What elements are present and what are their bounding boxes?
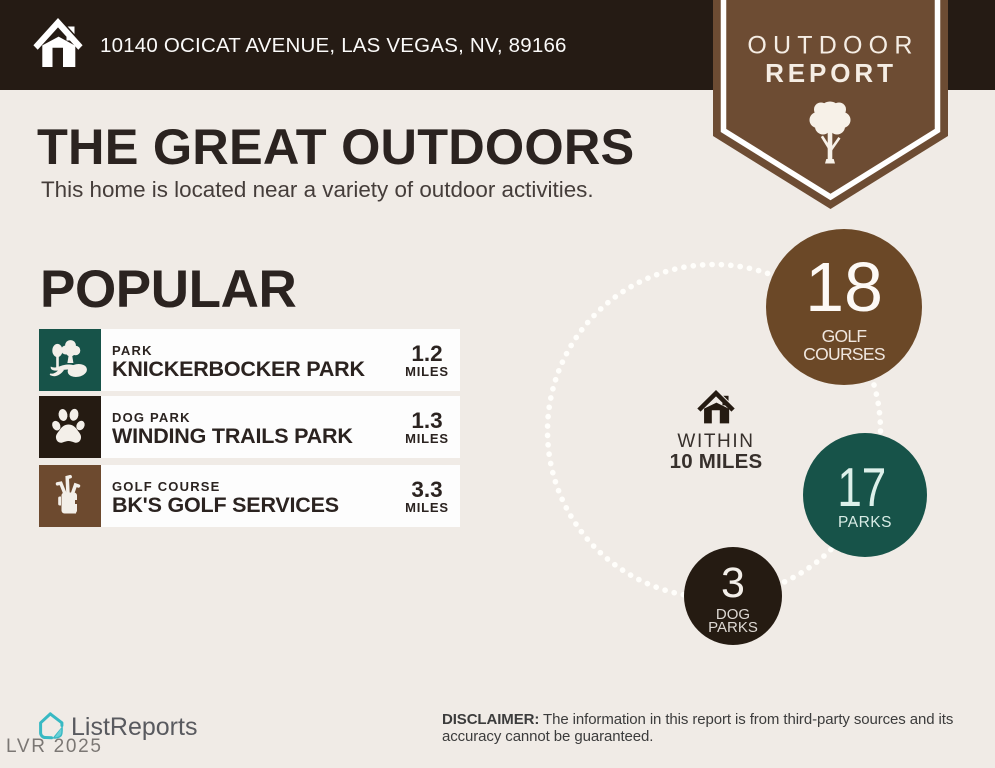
svg-text:OUTDOOR: OUTDOOR — [747, 32, 918, 60]
svg-text:REPORT: REPORT — [765, 58, 897, 88]
